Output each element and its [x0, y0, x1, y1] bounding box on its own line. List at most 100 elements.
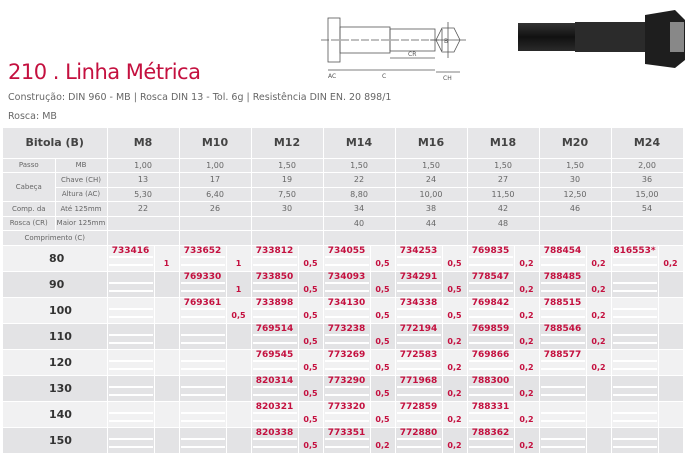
part-code[interactable]	[179, 349, 227, 376]
part-code[interactable]: 772880	[395, 427, 443, 454]
part-code[interactable]	[539, 375, 587, 402]
part-code[interactable]: 734291	[395, 271, 443, 298]
part-code[interactable]	[179, 323, 227, 350]
spec-value	[107, 216, 180, 231]
part-code[interactable]: 733850	[251, 271, 299, 298]
package-qty: 1	[154, 245, 180, 272]
spec-value: 54	[611, 201, 684, 217]
part-code[interactable]: 733812	[251, 245, 299, 272]
package-qty	[154, 271, 180, 298]
part-code[interactable]	[539, 401, 587, 428]
part-code[interactable]	[107, 349, 155, 376]
spec-group: Cabeça	[3, 172, 56, 202]
part-code[interactable]: 734130	[323, 297, 371, 324]
part-code[interactable]: 733898	[251, 297, 299, 324]
part-code[interactable]: 769835	[467, 245, 515, 272]
cell-divider	[108, 289, 153, 292]
part-code[interactable]: 788546	[539, 323, 587, 350]
part-code[interactable]: 788331	[467, 401, 515, 428]
part-code[interactable]: 773351	[323, 427, 371, 454]
cell-divider	[180, 255, 225, 258]
part-code[interactable]: 769866	[467, 349, 515, 376]
part-code[interactable]	[179, 401, 227, 428]
cell-divider	[540, 255, 585, 258]
cell-divider	[396, 307, 441, 310]
part-code[interactable]: 772859	[395, 401, 443, 428]
cell-divider	[324, 263, 369, 266]
package-qty: 0,5	[370, 375, 396, 402]
part-code[interactable]	[107, 375, 155, 402]
part-code[interactable]	[107, 271, 155, 298]
size-header: M24	[611, 128, 684, 159]
length-label: 80	[3, 245, 108, 272]
part-code[interactable]: 733652	[179, 245, 227, 272]
cell-divider	[540, 263, 585, 266]
part-code[interactable]	[611, 349, 659, 376]
cell-divider	[396, 289, 441, 292]
part-code[interactable]: 773269	[323, 349, 371, 376]
cell-divider	[180, 289, 225, 292]
part-code[interactable]	[179, 375, 227, 402]
package-qty: 0,5	[298, 271, 324, 298]
cell-divider	[468, 281, 513, 284]
length-label: 150	[3, 427, 108, 454]
part-code[interactable]: 788515	[539, 297, 587, 324]
spec-group: Rosca (CR)	[3, 216, 56, 231]
part-code[interactable]: 773320	[323, 401, 371, 428]
part-code[interactable]: 816553*	[611, 245, 659, 272]
package-qty	[658, 375, 684, 402]
package-qty: 1	[226, 245, 252, 272]
cell-divider	[180, 437, 225, 440]
spec-row: Passo MB 1,00 1,00 1,50 1,50 1,50 1,50 1,50 2,00	[3, 158, 684, 173]
part-code[interactable]: 788485	[539, 271, 587, 298]
part-code[interactable]	[107, 401, 155, 428]
cell-divider	[252, 341, 297, 344]
part-code[interactable]	[539, 427, 587, 454]
part-code[interactable]: 820321	[251, 401, 299, 428]
part-code[interactable]: 773238	[323, 323, 371, 350]
table-row: 110 769514 0,5 773238 0,5 772194 0,2 769859 0,2 7…	[3, 323, 684, 350]
part-code[interactable]: 778547	[467, 271, 515, 298]
part-code[interactable]: 769330	[179, 271, 227, 298]
part-code[interactable]: 734093	[323, 271, 371, 298]
part-code[interactable]	[611, 297, 659, 324]
part-code[interactable]	[611, 427, 659, 454]
part-code[interactable]: 788454	[539, 245, 587, 272]
part-code[interactable]	[107, 427, 155, 454]
part-code[interactable]: 788362	[467, 427, 515, 454]
part-code[interactable]	[107, 297, 155, 324]
package-qty	[226, 323, 252, 350]
cell-divider	[252, 263, 297, 266]
spec-value: 1,50	[323, 158, 396, 173]
part-code[interactable]	[611, 375, 659, 402]
package-qty	[226, 401, 252, 428]
part-code[interactable]: 769514	[251, 323, 299, 350]
part-code[interactable]: 769859	[467, 323, 515, 350]
part-code[interactable]: 820338	[251, 427, 299, 454]
part-code[interactable]: 772583	[395, 349, 443, 376]
table-row: 140 820321 0,5 773320 0,5 772859 0,2 788331 0,2	[3, 401, 684, 428]
part-code[interactable]	[611, 401, 659, 428]
spec-value: 22	[323, 172, 396, 188]
part-code[interactable]	[179, 427, 227, 454]
part-code[interactable]: 788300	[467, 375, 515, 402]
part-code[interactable]: 734253	[395, 245, 443, 272]
part-code[interactable]	[611, 323, 659, 350]
part-code[interactable]	[107, 323, 155, 350]
part-code[interactable]: 769361	[179, 297, 227, 324]
part-code[interactable]: 820314	[251, 375, 299, 402]
part-code[interactable]: 788577	[539, 349, 587, 376]
part-code[interactable]: 773290	[323, 375, 371, 402]
part-code[interactable]: 769842	[467, 297, 515, 324]
part-code[interactable]	[611, 271, 659, 298]
part-code[interactable]: 769545	[251, 349, 299, 376]
part-code[interactable]: 734338	[395, 297, 443, 324]
package-qty: 0,5	[298, 245, 324, 272]
part-code[interactable]: 771968	[395, 375, 443, 402]
part-code[interactable]: 733416	[107, 245, 155, 272]
part-code[interactable]: 772194	[395, 323, 443, 350]
cell-divider	[468, 289, 513, 292]
part-code[interactable]: 734055	[323, 245, 371, 272]
cell-divider	[180, 307, 225, 310]
package-qty: 0,5	[298, 297, 324, 324]
